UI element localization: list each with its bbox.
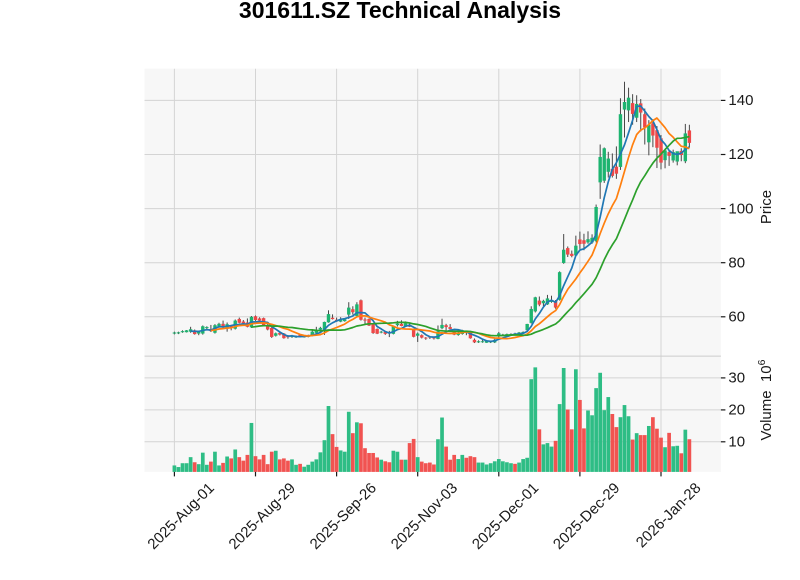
svg-text:120: 120 [728,146,753,163]
svg-text:100: 100 [728,200,753,217]
svg-text:2025-Aug-29: 2025-Aug-29 [226,480,299,553]
svg-text:80: 80 [728,254,745,271]
svg-text:2025-Dec-29: 2025-Dec-29 [550,480,623,553]
svg-text:301611.SZ Technical Analysis: 301611.SZ Technical Analysis [239,0,561,23]
svg-text:Volume 106: Volume 106 [756,359,775,440]
svg-text:140: 140 [728,92,753,109]
svg-text:2025-Dec-01: 2025-Dec-01 [469,480,542,553]
svg-text:Price: Price [758,190,775,224]
svg-text:2025-Sep-26: 2025-Sep-26 [307,480,380,553]
svg-text:30: 30 [728,370,745,387]
svg-text:10: 10 [728,434,745,451]
svg-text:2025-Aug-01: 2025-Aug-01 [144,480,217,553]
svg-text:60: 60 [728,309,745,326]
svg-text:20: 20 [728,402,745,419]
svg-text:2026-Jan-28: 2026-Jan-28 [633,480,705,552]
svg-text:2025-Nov-03: 2025-Nov-03 [388,480,461,553]
